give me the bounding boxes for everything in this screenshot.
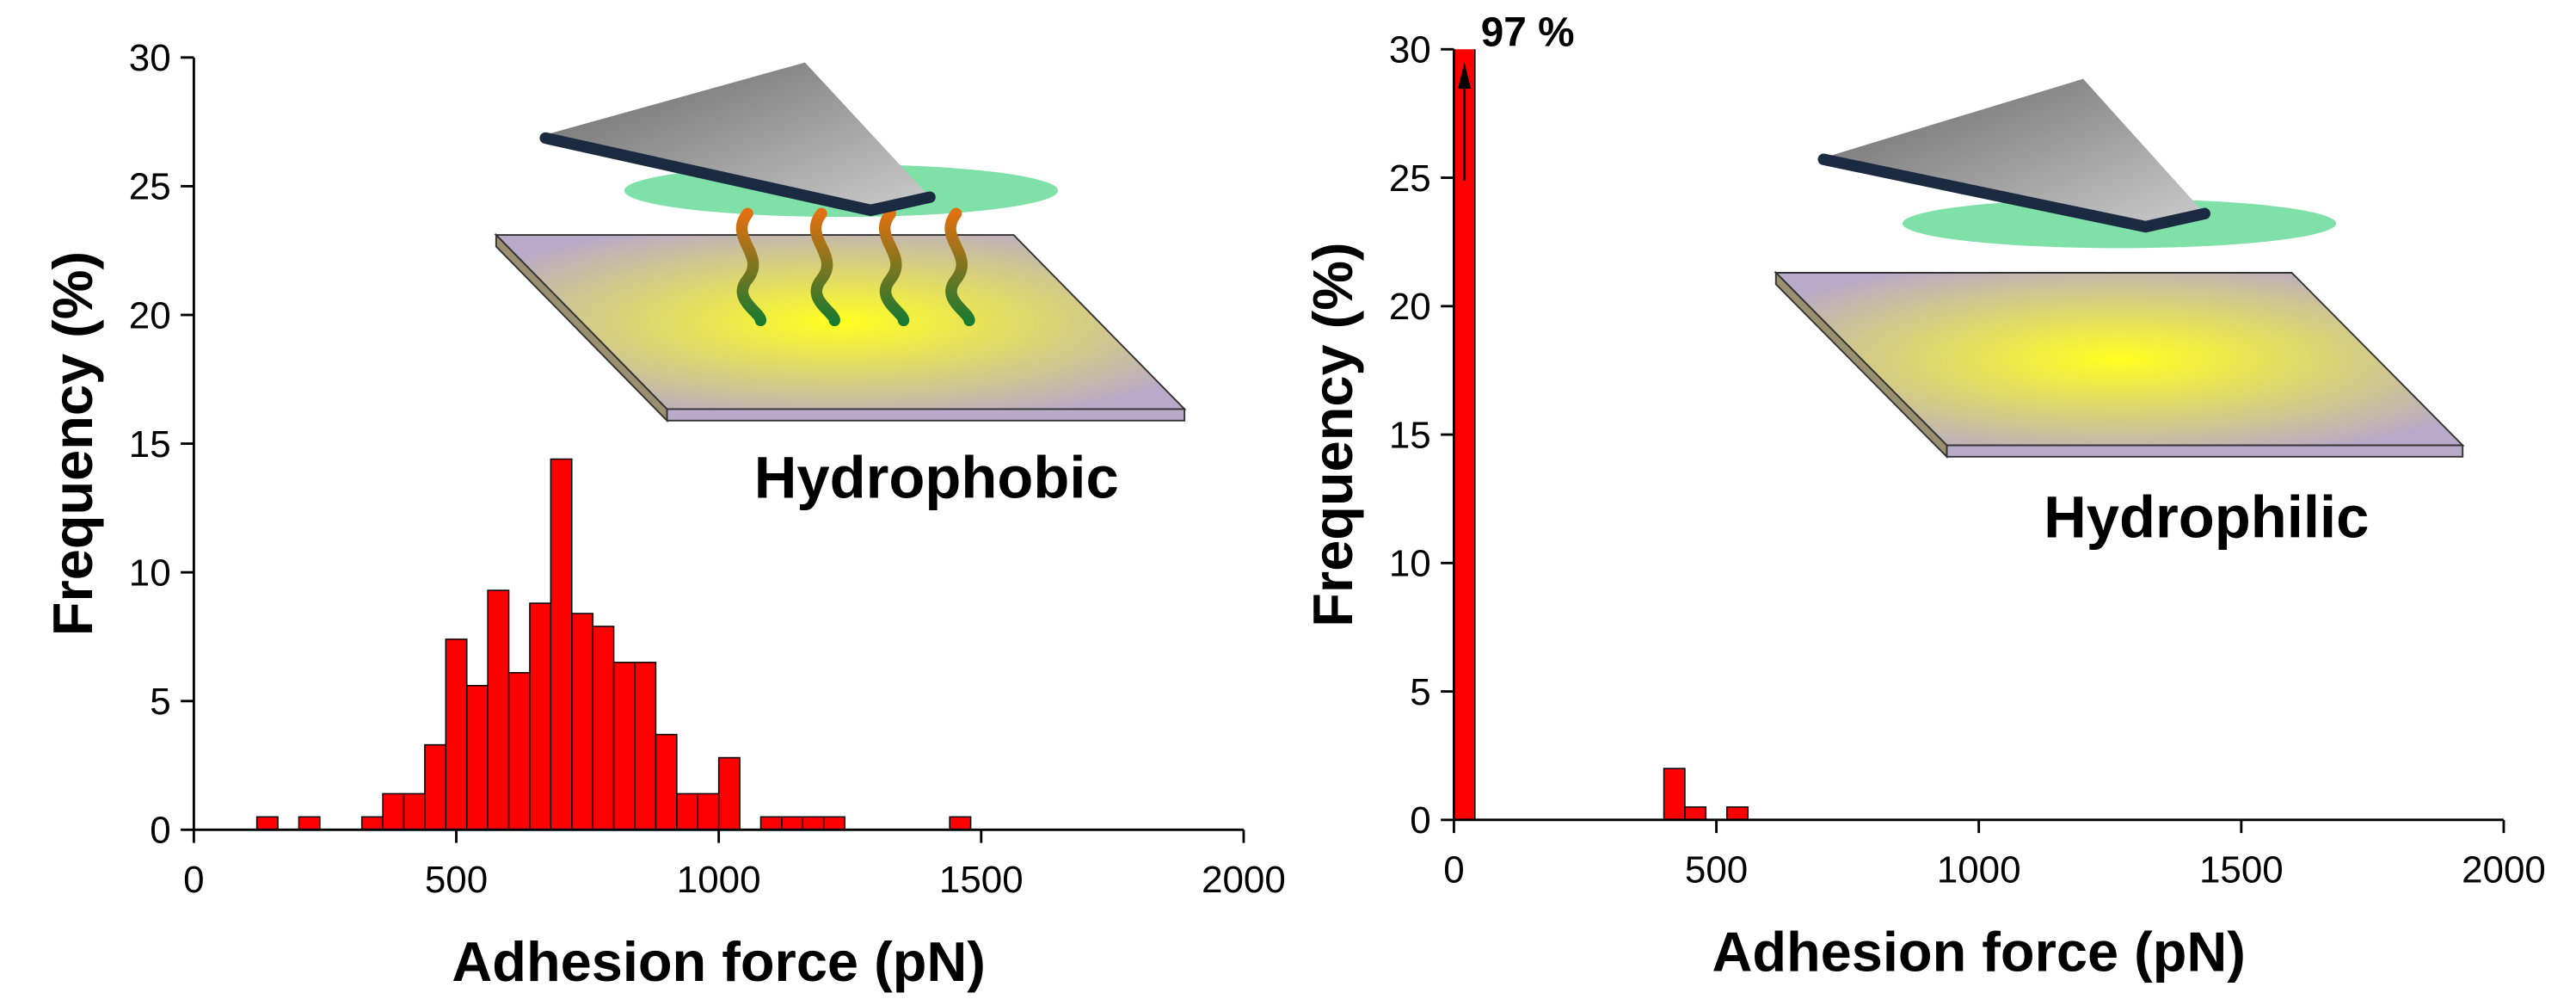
y-tick-label: 5 [1410, 671, 1430, 713]
x-tick-label: 2000 [1202, 859, 1286, 901]
bar [424, 743, 447, 831]
bar [949, 816, 972, 831]
y-tick-label: 0 [1410, 799, 1430, 842]
y-tick-label: 15 [1389, 414, 1431, 456]
bar [507, 672, 531, 831]
bar [1663, 768, 1686, 821]
x-tick-label: 1500 [939, 859, 1024, 901]
bar [571, 613, 593, 831]
bar [612, 662, 636, 831]
y-axis-title: Frequency (%) [41, 251, 104, 636]
bar [529, 602, 552, 831]
annotation: Hydrophilic [2044, 484, 2369, 550]
bar [1684, 806, 1707, 821]
y-tick-label: 10 [1389, 543, 1431, 585]
bar [822, 816, 845, 831]
y-tick-label: 20 [129, 294, 171, 336]
bar [592, 626, 615, 831]
y-tick-label: 20 [1389, 286, 1431, 328]
x-tick-label: 0 [183, 859, 204, 901]
bar [697, 792, 720, 831]
x-axis-title: Adhesion force (pN) [1712, 921, 2245, 984]
y-tick-label: 25 [1389, 157, 1431, 200]
bar [1725, 806, 1749, 821]
x-axis-title: Adhesion force (pN) [452, 930, 985, 993]
illustration-hydrophilic: Hydrophilic [1774, 78, 2465, 550]
value-label: 97 % [1481, 9, 1575, 55]
bar [445, 638, 468, 831]
y-tick-label: 10 [129, 552, 171, 594]
bar [403, 792, 426, 831]
x-tick-label: 2000 [2462, 848, 2546, 891]
x-tick-label: 0 [1443, 848, 1464, 891]
y-tick-label: 30 [129, 37, 171, 79]
bar [487, 589, 510, 831]
bar [676, 792, 699, 831]
bar [360, 816, 384, 831]
bars [1454, 49, 1749, 821]
x-tick-label: 1500 [2199, 848, 2284, 891]
bar [550, 458, 573, 831]
bar [634, 662, 657, 831]
x-tick-label: 1000 [677, 859, 761, 901]
bar [655, 733, 678, 831]
bar [781, 816, 804, 831]
bar [465, 685, 489, 831]
y-tick-label: 15 [129, 423, 171, 466]
bar [717, 756, 741, 831]
y-tick-label: 25 [129, 166, 171, 208]
x-tick-label: 500 [425, 859, 488, 901]
bar [382, 792, 405, 831]
y-tick-label: 5 [150, 681, 170, 723]
y-axis-title: Frequency (%) [1301, 242, 1364, 626]
annotation: Hydrophobic [754, 445, 1119, 511]
bar [759, 816, 783, 831]
y-tick-label: 0 [150, 810, 170, 852]
y-tick-label: 30 [1389, 29, 1431, 71]
bar [298, 816, 321, 831]
illustration-hydrophobic: Hydrophobic [494, 62, 1187, 511]
bar [802, 816, 825, 831]
bars [255, 458, 972, 831]
x-tick-label: 500 [1685, 848, 1748, 891]
bar [255, 816, 279, 831]
arrow-head [1457, 62, 1472, 89]
x-tick-label: 1000 [1937, 848, 2021, 891]
